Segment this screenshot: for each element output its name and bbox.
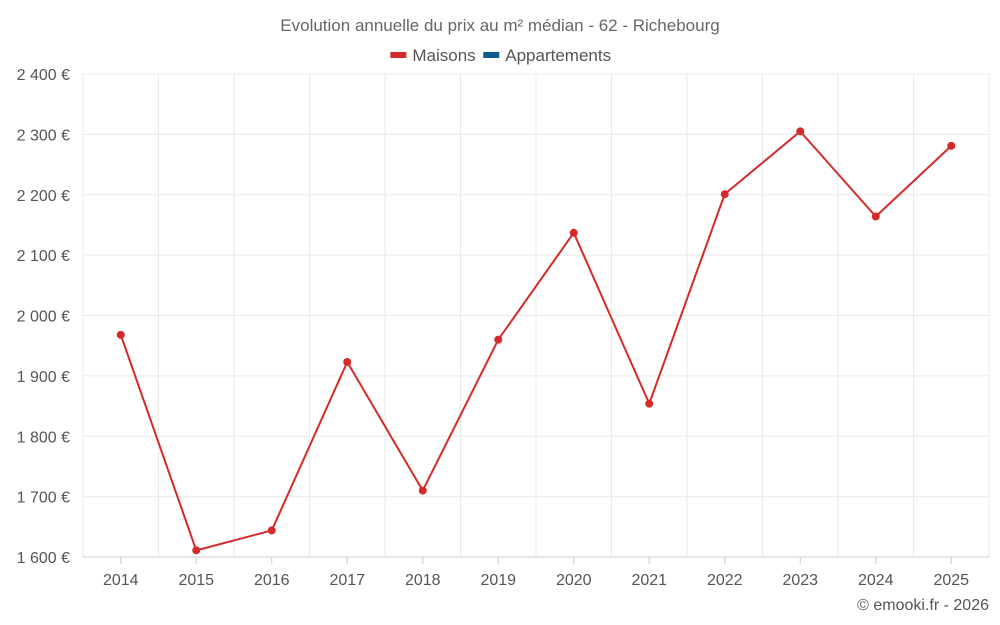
- y-tick-label: 1 600 €: [17, 550, 70, 567]
- legend-item-maisons[interactable]: Maisons: [390, 46, 476, 65]
- legend-swatch: [483, 52, 500, 58]
- x-tick-label: 2021: [631, 572, 667, 589]
- x-tick-label: 2015: [178, 572, 214, 589]
- x-tick-label: 2014: [103, 572, 139, 589]
- data-point[interactable]: [720, 190, 729, 199]
- legend-item-appartements[interactable]: Appartements: [483, 46, 611, 65]
- y-tick-label: 2 300 €: [17, 127, 70, 144]
- x-tick-label: 2024: [858, 572, 894, 589]
- legend-swatch: [390, 52, 407, 58]
- data-point[interactable]: [796, 127, 805, 136]
- data-point[interactable]: [343, 357, 352, 366]
- legend: Maisons Appartements: [390, 46, 611, 65]
- y-tick-label: 2 200 €: [17, 188, 70, 205]
- y-tick-label: 1 700 €: [17, 490, 70, 507]
- data-point[interactable]: [569, 228, 578, 237]
- data-point[interactable]: [192, 546, 201, 555]
- y-tick-label: 2 000 €: [17, 309, 70, 326]
- data-point[interactable]: [645, 399, 654, 408]
- x-axis: 2014 2015 2016 2017 2018 2019 2020 2021 2022 2023…: [83, 556, 989, 589]
- x-tick-label: 2022: [707, 572, 743, 589]
- x-tick-label: 2020: [556, 572, 592, 589]
- series-layer: [116, 127, 956, 555]
- x-tick-label: 2025: [933, 572, 969, 589]
- y-tick-label: 2 400 €: [17, 67, 70, 84]
- data-point[interactable]: [871, 212, 880, 221]
- legend-label: Appartements: [505, 46, 611, 65]
- series-line-maisons: [119, 130, 952, 552]
- grid: [82, 73, 990, 558]
- y-axis: 1 600 € 1 700 € 1 800 € 1 900 € 2 000 € 2 100…: [17, 67, 70, 567]
- y-tick-label: 1 800 €: [17, 429, 70, 446]
- x-tick-label: 2019: [480, 572, 516, 589]
- data-point[interactable]: [418, 486, 427, 495]
- y-tick-label: 1 900 €: [17, 369, 70, 386]
- x-tick-label: 2017: [329, 572, 365, 589]
- data-point[interactable]: [267, 526, 276, 535]
- x-tick-label: 2023: [782, 572, 818, 589]
- x-tick-label: 2018: [405, 572, 441, 589]
- data-point[interactable]: [116, 330, 125, 339]
- x-tick-label: 2016: [254, 572, 290, 589]
- credit-text: © emooki.fr - 2026: [857, 597, 989, 614]
- legend-label: Maisons: [412, 46, 475, 65]
- data-point[interactable]: [947, 141, 956, 150]
- chart-title: Evolution annuelle du prix au m² médian …: [280, 16, 719, 35]
- data-point[interactable]: [494, 335, 503, 344]
- y-tick-label: 2 100 €: [17, 248, 70, 265]
